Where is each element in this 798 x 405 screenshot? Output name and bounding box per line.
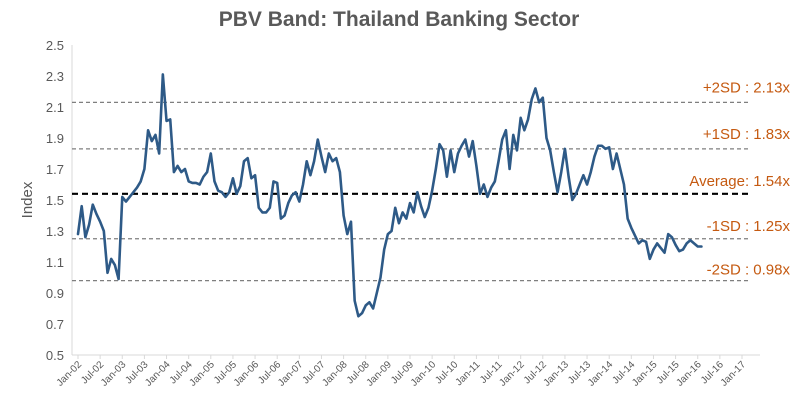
x-tick-label: Jan-11	[454, 359, 483, 388]
reference-label: -2SD : 0.98x	[707, 262, 791, 279]
x-tick-label: Jan-04	[143, 359, 173, 389]
x-tick-label: Jan-09	[365, 359, 395, 389]
y-tick-label: 2.1	[46, 100, 64, 115]
x-tick-label: Jan-03	[99, 359, 129, 389]
y-tick-label: 1.3	[46, 224, 64, 239]
y-tick-label: 1.7	[46, 162, 64, 177]
y-tick-label: 1.5	[46, 193, 64, 208]
y-tick-label: 2.3	[46, 69, 64, 84]
y-tick-label: 2.5	[46, 38, 64, 53]
reference-label: +1SD : 1.83x	[703, 126, 791, 143]
x-tick-label: Jan-07	[276, 359, 306, 389]
y-tick-label: 0.7	[46, 317, 64, 332]
x-tick-label: Jan-17	[719, 359, 749, 389]
reference-label: Average: 1.54x	[689, 173, 790, 190]
pbv-series-line	[76, 73, 703, 318]
x-tick-label: Jan-15	[630, 359, 660, 389]
y-axis-title: Index	[19, 181, 36, 218]
chart-title: PBV Band: Thailand Banking Sector	[218, 8, 580, 31]
x-tick-label: Jan-10	[409, 359, 439, 389]
y-tick-label: 0.9	[46, 286, 64, 301]
y-tick-label: 1.1	[46, 255, 64, 270]
reference-label: +2SD : 2.13x	[703, 79, 791, 96]
reference-label: -1SD : 1.25x	[707, 218, 791, 235]
x-tick-label: Jan-16	[674, 359, 704, 389]
x-tick-label: Jan-02	[55, 359, 85, 389]
x-tick-label: Jan-14	[586, 359, 616, 389]
y-tick-label: 0.5	[46, 348, 64, 363]
x-tick-label: Jan-05	[188, 359, 218, 389]
x-tick-label: Jan-13	[542, 359, 572, 389]
y-tick-label: 1.9	[46, 131, 64, 146]
x-tick-label: Jan-06	[232, 359, 262, 389]
x-tick-label: Jan-08	[320, 359, 350, 389]
x-tick-label: Jan-12	[497, 359, 527, 389]
